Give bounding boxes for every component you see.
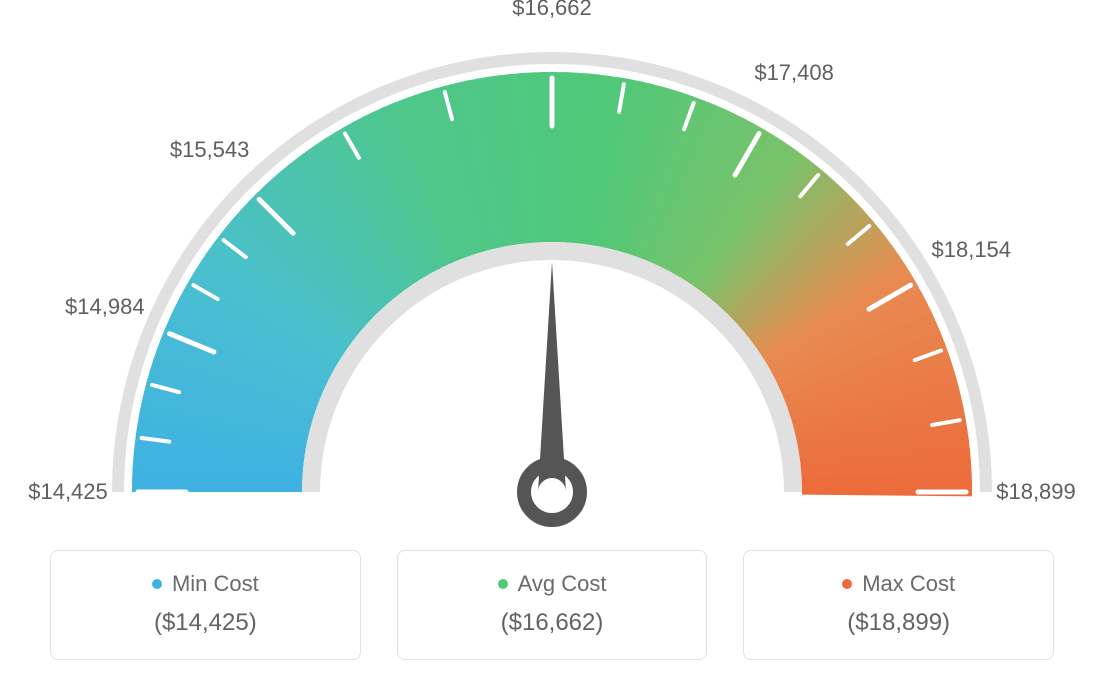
- gauge-area: $14,425 $14,984 $15,543 $16,662 $17,408 $18,1…: [0, 0, 1104, 540]
- tick-label: $17,408: [754, 60, 834, 86]
- legend-value-max: ($18,899): [754, 609, 1043, 637]
- legend-label-min: Min Cost: [172, 571, 259, 597]
- tick-label: $18,154: [932, 237, 1012, 263]
- legend-label-max: Max Cost: [862, 571, 955, 597]
- cost-gauge-chart: $14,425 $14,984 $15,543 $16,662 $17,408 $18,1…: [0, 0, 1104, 690]
- dot-icon-avg: [498, 579, 508, 589]
- dot-icon-min: [152, 579, 162, 589]
- legend-title-min: Min Cost: [152, 571, 259, 597]
- tick-label: $14,984: [65, 294, 145, 320]
- legend-title-avg: Avg Cost: [498, 571, 607, 597]
- gauge-svg: [0, 0, 1104, 540]
- tick-label: $14,425: [28, 479, 108, 505]
- tick-label: $18,899: [996, 479, 1076, 505]
- tick-label: $16,662: [512, 0, 592, 21]
- tick-label: $15,543: [170, 137, 250, 163]
- legend-card-max: Max Cost ($18,899): [743, 550, 1054, 660]
- legend-row: Min Cost ($14,425) Avg Cost ($16,662) Ma…: [50, 550, 1054, 660]
- dot-icon-max: [842, 579, 852, 589]
- legend-card-min: Min Cost ($14,425): [50, 550, 361, 660]
- needle-hub-inner: [538, 478, 566, 506]
- legend-title-max: Max Cost: [842, 571, 955, 597]
- legend-value-avg: ($16,662): [408, 609, 697, 637]
- legend-card-avg: Avg Cost ($16,662): [397, 550, 708, 660]
- legend-value-min: ($14,425): [61, 609, 350, 637]
- legend-label-avg: Avg Cost: [518, 571, 607, 597]
